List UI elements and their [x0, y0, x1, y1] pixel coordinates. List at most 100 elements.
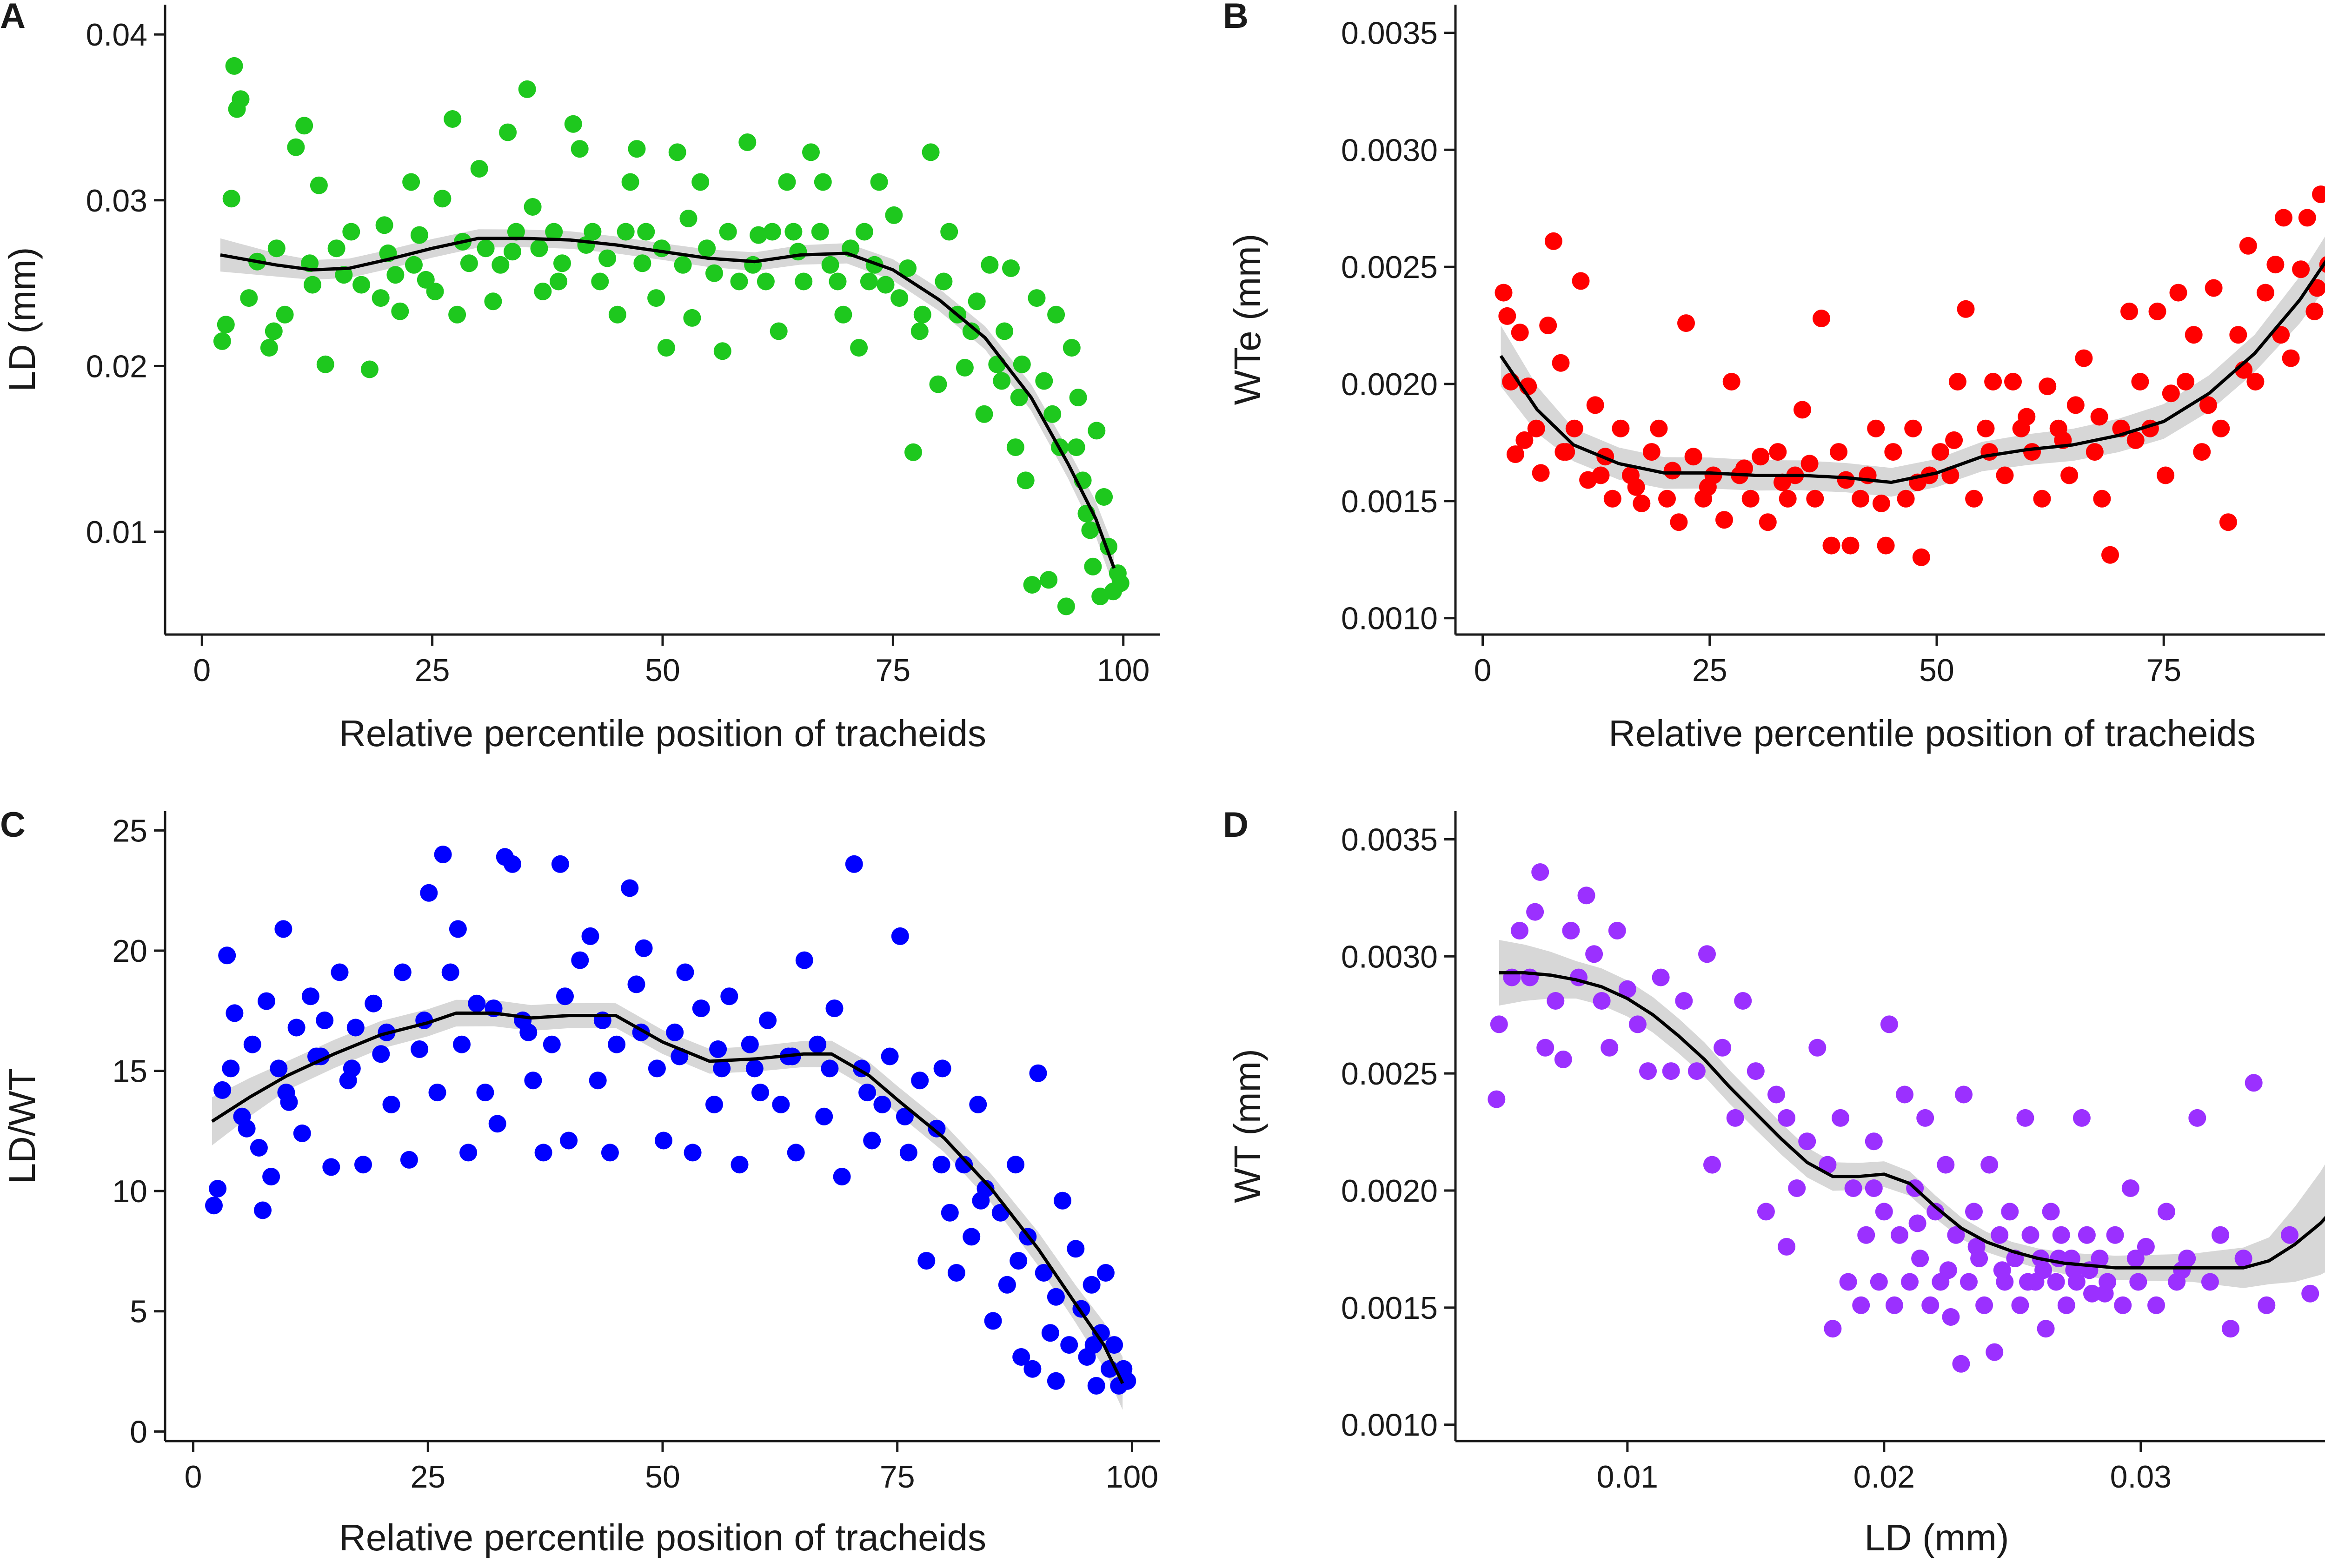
data-point — [254, 1201, 272, 1219]
data-point — [598, 249, 617, 267]
data-point — [571, 951, 589, 969]
data-point — [2162, 384, 2180, 403]
data-point — [410, 226, 428, 244]
data-point — [2091, 1250, 2109, 1268]
data-point — [720, 987, 738, 1006]
data-point — [1726, 1109, 1744, 1127]
data-point — [1662, 1062, 1680, 1080]
data-point — [933, 1059, 951, 1078]
data-point — [863, 1131, 881, 1150]
data-point — [335, 266, 353, 284]
data-point — [1722, 373, 1740, 390]
data-point — [1794, 401, 1811, 419]
data-point — [1544, 232, 1562, 250]
data-point — [1047, 1288, 1065, 1306]
data-point — [1912, 548, 1930, 566]
data-point — [1663, 462, 1681, 480]
data-point — [858, 1084, 877, 1102]
y-tick-label: 0.02 — [86, 349, 147, 384]
data-point — [1063, 339, 1081, 357]
data-point — [1539, 317, 1557, 335]
data-point — [524, 1072, 542, 1090]
data-point — [1023, 576, 1041, 594]
data-point — [2275, 209, 2292, 227]
data-point — [213, 332, 231, 350]
y-tick-label: 0.04 — [86, 17, 147, 53]
data-point — [635, 939, 653, 957]
x-tick-label: 75 — [876, 653, 911, 688]
data-point — [1083, 1276, 1101, 1294]
data-point — [2052, 1226, 2070, 1244]
data-point — [1041, 1324, 1059, 1342]
data-point — [1040, 571, 1058, 589]
data-point — [2126, 431, 2145, 449]
data-point — [941, 1204, 959, 1222]
data-point — [287, 138, 305, 156]
x-tick-label: 0.03 — [2110, 1459, 2172, 1495]
data-point — [627, 975, 645, 993]
data-point — [2256, 284, 2274, 302]
data-point — [352, 276, 371, 294]
data-point — [1759, 513, 1777, 531]
data-point — [372, 1045, 390, 1063]
data-point — [1808, 1039, 1827, 1057]
data-point — [1586, 396, 1604, 414]
data-point — [1043, 405, 1062, 423]
data-point — [1735, 459, 1753, 477]
data-point — [1779, 490, 1797, 508]
y-axis-title: WT (mm) — [1227, 1049, 1268, 1203]
data-point — [1633, 494, 1651, 512]
data-point — [666, 1023, 684, 1041]
data-point — [1911, 1250, 1929, 1268]
data-point — [488, 1115, 506, 1133]
data-point — [870, 173, 888, 191]
data-point — [811, 223, 829, 241]
data-point — [1844, 1179, 1862, 1197]
data-point — [1670, 513, 1688, 531]
data-point — [1698, 945, 1716, 963]
data-point — [655, 1131, 672, 1150]
data-point — [530, 239, 548, 258]
data-point — [1965, 1203, 1983, 1221]
data-point — [460, 254, 478, 272]
data-point — [589, 1072, 607, 1090]
data-point — [1028, 289, 1046, 307]
data-point — [750, 226, 768, 244]
data-point — [327, 239, 345, 258]
data-point — [1852, 490, 1869, 508]
data-point — [2023, 443, 2041, 461]
data-point — [1054, 1191, 1071, 1210]
data-point — [1952, 1355, 1970, 1373]
data-point — [1511, 324, 1529, 342]
data-point — [1734, 992, 1752, 1010]
data-point — [1527, 419, 1545, 437]
data-point — [1891, 1226, 1908, 1244]
data-point — [2199, 396, 2217, 414]
data-point — [2114, 1296, 2132, 1314]
data-point — [519, 1023, 538, 1041]
data-point — [1105, 1336, 1123, 1354]
data-point — [759, 1011, 777, 1029]
data-point — [2033, 490, 2051, 508]
data-point — [795, 272, 813, 291]
data-point — [2021, 1226, 2039, 1244]
data-point — [393, 963, 412, 981]
data-point — [1931, 443, 1949, 461]
data-point — [1885, 1296, 1903, 1314]
data-point — [825, 999, 844, 1018]
data-point — [1703, 1156, 1721, 1174]
data-point — [550, 272, 568, 291]
data-point — [698, 239, 716, 258]
data-point — [591, 272, 609, 291]
data-point — [1877, 536, 1895, 555]
data-point — [1639, 1062, 1657, 1080]
data-point — [2101, 546, 2119, 564]
data-point — [2121, 1179, 2139, 1197]
data-point — [962, 322, 980, 340]
data-point — [354, 1156, 372, 1174]
data-point — [1554, 1050, 1572, 1068]
data-point — [885, 206, 903, 224]
data-point — [2042, 1203, 2060, 1221]
data-point — [1715, 511, 1733, 529]
data-point — [1658, 490, 1676, 508]
